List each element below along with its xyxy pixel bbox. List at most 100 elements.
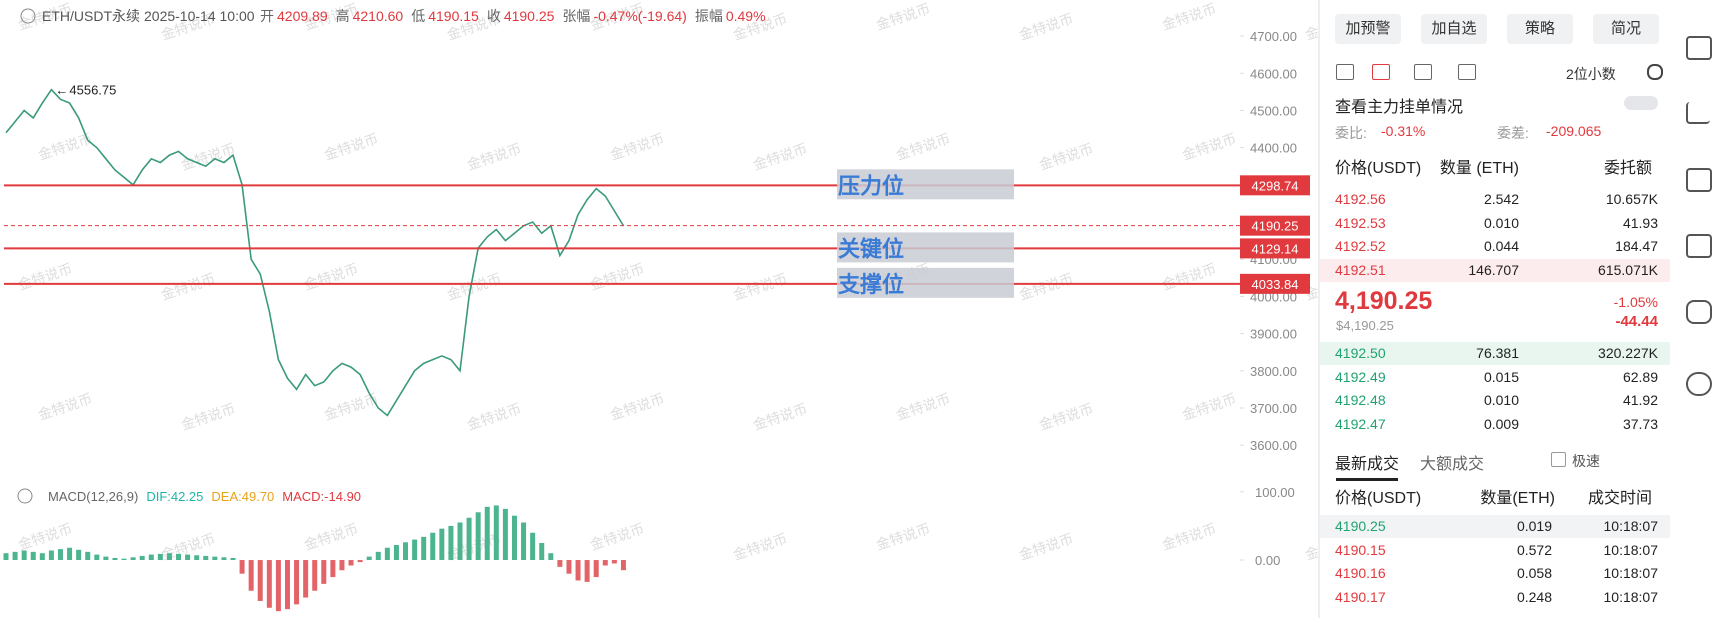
ratio-label: 委比: — [1335, 125, 1367, 141]
diff-label: 委差: — [1497, 125, 1529, 141]
macd-bar — [421, 536, 427, 561]
icon-trend[interactable] — [1686, 102, 1710, 124]
view-toggle[interactable] — [1414, 64, 1432, 80]
last-price: 4,190.25 — [1335, 287, 1433, 315]
icon-swap[interactable] — [1686, 372, 1712, 396]
field-value: 4190.25 — [504, 8, 555, 24]
macd-bar — [239, 560, 245, 574]
settings-icon[interactable] — [1647, 64, 1663, 80]
book-row: 4192.53 0.010 41.93 — [1320, 212, 1670, 235]
book-amount: 320.227K — [1598, 345, 1658, 361]
book-price: 4192.47 — [1335, 415, 1386, 432]
macd-bar — [85, 551, 91, 561]
book-qty: 0.044 — [1483, 238, 1519, 254]
trade-row: 4190.16 0.058 10:18:07 — [1320, 562, 1670, 585]
book-amount: 37.73 — [1622, 415, 1658, 432]
macd-bar — [330, 560, 336, 578]
macd-bar — [139, 555, 145, 561]
macd-bar — [548, 553, 554, 561]
watermark: 金特说币 — [1037, 400, 1095, 433]
price-tag — [1240, 273, 1310, 294]
trade-qty: 0.572 — [1516, 541, 1552, 558]
toggle[interactable] — [1624, 96, 1658, 110]
price-tag — [1240, 238, 1310, 259]
book-row: 4192.52 0.044 184.47 — [1320, 235, 1670, 258]
fast-checkbox[interactable] — [1551, 452, 1566, 467]
y-tick-label: 0.00 — [1255, 553, 1280, 568]
field-value: -0.47%(-19.64) — [593, 8, 686, 24]
y-tick-label: 4400.00 — [1250, 141, 1297, 156]
macd-bar — [557, 560, 563, 567]
collapse-icon — [17, 488, 33, 504]
column-header: 价格(USDT) — [1335, 160, 1422, 177]
level-box — [837, 267, 1014, 298]
trade-tab[interactable]: 最新成交 — [1335, 456, 1400, 473]
decimals[interactable]: 2位小数 — [1566, 66, 1616, 82]
icon-bot[interactable] — [1686, 300, 1712, 324]
macd-bar — [76, 549, 82, 561]
macd-bar — [221, 557, 227, 561]
y-tick-label: 4700.00 — [1250, 29, 1297, 44]
view-toggle[interactable] — [1458, 64, 1476, 80]
trade-price: 4190.17 — [1335, 588, 1386, 605]
toolbar-button[interactable]: 加自选 — [1421, 14, 1487, 44]
field-label: 高 — [336, 8, 350, 24]
book-price: 4192.50 — [1335, 345, 1386, 361]
level-label: 关键位 — [838, 236, 904, 261]
book-price: 4192.51 — [1335, 261, 1386, 278]
book-qty: 0.010 — [1483, 392, 1519, 408]
price-tag-label: 4033.84 — [1252, 277, 1299, 292]
book-amount: 615.071K — [1598, 261, 1658, 278]
column-header: 数量 (ETH) — [1439, 160, 1519, 177]
macd-dea: DEA:49.70 — [211, 489, 274, 504]
macd-bar — [212, 556, 218, 561]
macd-bar — [194, 555, 200, 561]
macd-bar — [593, 560, 599, 578]
macd-bar — [94, 554, 100, 561]
watermark: 金特说币 — [731, 270, 789, 303]
macd-dif: DIF:42.25 — [146, 489, 203, 504]
book-row: 4192.48 0.010 41.92 — [1320, 389, 1670, 412]
field-value: 4190.15 — [428, 8, 479, 24]
fast-label[interactable]: 极速 — [1572, 453, 1600, 469]
view-toggle[interactable] — [1372, 64, 1390, 80]
level-label: 支撑位 — [838, 272, 904, 297]
chart-area: 金特说币 金特说币 金特说币 金特说币 金特说币 金特说币 金特说币 金特说币 金特说币 金特说币… — [3, 0, 1320, 612]
column-header: 成交时间 — [1587, 490, 1652, 507]
field-value: 4210.60 — [353, 8, 404, 24]
book-amount: 41.92 — [1622, 392, 1658, 408]
macd-bar — [12, 551, 18, 561]
macd-bar — [303, 560, 309, 598]
icon-etf[interactable] — [1686, 234, 1712, 258]
trade-time: 10:18:07 — [1603, 588, 1659, 605]
macd-bar — [157, 553, 163, 561]
watermark: 金特说币 — [1180, 130, 1238, 163]
book-amount: 10.657K — [1605, 191, 1658, 207]
toolbar-button[interactable]: 简况 — [1593, 14, 1659, 44]
trade-qty: 0.058 — [1516, 565, 1552, 581]
macd-bar — [457, 522, 463, 561]
watermark: 金特说币 — [465, 140, 523, 173]
view-toggle[interactable] — [1336, 64, 1354, 80]
macd-bar — [521, 522, 527, 561]
macd-bar — [466, 517, 472, 561]
icon-chart[interactable] — [1686, 168, 1712, 192]
macd-bar — [148, 554, 154, 561]
toolbar-button[interactable]: 加预警 — [1335, 14, 1401, 44]
order-link[interactable]: 查看主力挂单情况 — [1335, 99, 1464, 116]
toolbar-button[interactable]: 策略 — [1507, 14, 1573, 44]
watermark: 金特说币 — [751, 140, 809, 173]
watermark: 金特说币 — [322, 130, 380, 163]
field-value: 0.49% — [726, 8, 766, 24]
y-tick-label: 4600.00 — [1250, 66, 1297, 81]
collapse-icon — [20, 8, 36, 24]
watermark: 金特说币 — [465, 400, 523, 433]
watermark: 金特说币 — [159, 270, 217, 303]
trade-row: 4190.17 0.248 10:18:07 — [1320, 586, 1670, 609]
macd-bar — [166, 553, 172, 561]
column-header: 数量(ETH) — [1480, 490, 1555, 507]
trade-tab[interactable]: 大额成交 — [1420, 456, 1485, 473]
icon-dollar[interactable] — [1686, 36, 1712, 60]
macd-bar — [321, 560, 327, 584]
book-row: 4192.50 76.381 320.227K — [1320, 342, 1670, 365]
